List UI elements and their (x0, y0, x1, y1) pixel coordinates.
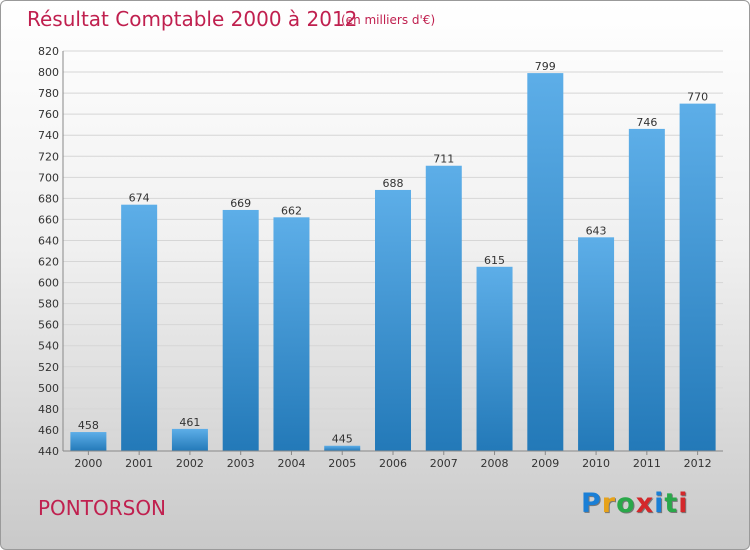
x-tick-label-2004: 2004 (277, 457, 305, 470)
y-tick-label: 500 (38, 382, 59, 395)
bar-2007 (425, 165, 462, 451)
bar-2000 (70, 432, 107, 451)
bar-2003 (222, 209, 259, 451)
bar-2001 (121, 204, 158, 451)
chart-title: Résultat Comptable 2000 à 2012 (27, 7, 358, 31)
logo-letter: i (654, 488, 665, 519)
y-tick-label: 520 (38, 361, 59, 374)
y-tick-label: 560 (38, 319, 59, 332)
logo-letter: o (616, 488, 636, 519)
axes: 440 460 480 500 520 540 560 580 600 620 640 660 680 7… (38, 45, 723, 470)
x-tick-label-2007: 2007 (430, 457, 458, 470)
y-tick-label: 600 (38, 277, 59, 290)
y-tick-label: 460 (38, 424, 59, 437)
x-tick-label-2012: 2012 (684, 457, 712, 470)
value-label-2011: 746 (636, 116, 657, 129)
value-label-2001: 674 (129, 192, 150, 205)
y-tick-label: 580 (38, 298, 59, 311)
x-tick-label-2000: 2000 (74, 457, 102, 470)
x-tick-label-2008: 2008 (481, 457, 509, 470)
value-label-2003: 669 (230, 197, 251, 210)
chart-subtitle: (en milliers d'€) (341, 13, 436, 27)
y-tick-label: 660 (38, 213, 59, 226)
value-label-2012: 770 (687, 91, 708, 104)
proxiti-logo: Proxiti (581, 488, 689, 519)
y-tick-label: 740 (38, 129, 59, 142)
y-tick-label: 680 (38, 192, 59, 205)
y-tick-label: 700 (38, 171, 59, 184)
bar-2006 (375, 189, 411, 451)
x-tick-label-2011: 2011 (633, 457, 661, 470)
y-tick-label: 620 (38, 256, 59, 269)
value-label-2005: 445 (332, 433, 353, 446)
bar-2005 (324, 445, 361, 451)
y-tick-label: 780 (38, 87, 59, 100)
y-tick-label: 760 (38, 108, 59, 121)
y-tick-label: 720 (38, 150, 59, 163)
logo-letter: x (635, 488, 655, 519)
value-label-2007: 711 (433, 153, 454, 166)
value-label-2006: 688 (383, 177, 404, 190)
x-tick-label-2006: 2006 (379, 457, 407, 470)
value-label-2008: 615 (484, 254, 505, 267)
bar-2002 (171, 428, 208, 451)
bar-2004 (273, 217, 310, 451)
y-tick-label: 640 (38, 234, 59, 247)
x-tick-label-2001: 2001 (125, 457, 153, 470)
bar-2009 (527, 73, 564, 452)
value-label-2004: 662 (281, 204, 302, 217)
x-tick-label-2009: 2009 (531, 457, 559, 470)
x-tick-label-2003: 2003 (227, 457, 255, 470)
bar-2012 (679, 103, 716, 451)
logo-letter: i (678, 488, 689, 519)
city-label: PONTORSON (38, 496, 167, 520)
value-label-2009: 799 (535, 60, 556, 73)
logo-letter: r (601, 488, 617, 519)
x-tick-label-2010: 2010 (582, 457, 610, 470)
x-tick-label-2005: 2005 (328, 457, 356, 470)
y-tick-label: 800 (38, 66, 59, 79)
bar-2010 (578, 237, 615, 451)
logo-letter: P (581, 488, 602, 519)
value-label-2000: 458 (78, 419, 99, 432)
bar-2011 (628, 128, 665, 451)
x-tick-label-2002: 2002 (176, 457, 204, 470)
logo-letter: t (664, 488, 679, 519)
bars: 458 674 461 669 662 445 688 711 615 799 643 746 770 (70, 60, 716, 452)
y-tick-label: 820 (38, 45, 59, 58)
value-label-2002: 461 (179, 416, 200, 429)
bar-2008 (476, 266, 513, 451)
y-tick-label: 540 (38, 340, 59, 353)
y-tick-label: 480 (38, 403, 59, 416)
y-tick-label: 440 (38, 445, 59, 458)
value-label-2010: 643 (586, 224, 607, 237)
